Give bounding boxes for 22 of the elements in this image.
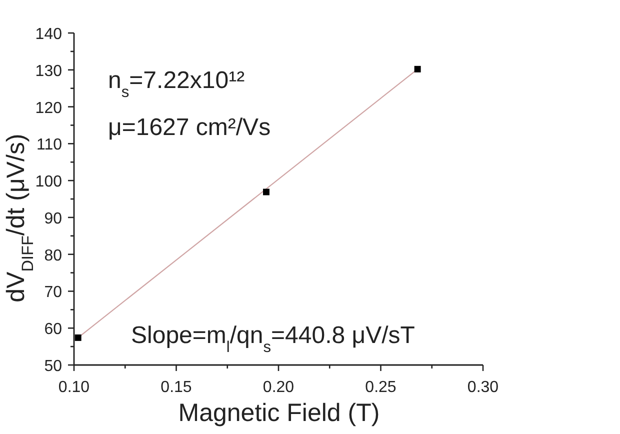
x-tick-label: 0.10 [58,379,90,396]
annotation: μ=1627 cm²/Vs [108,114,271,141]
x-tick-label: 0.25 [365,379,396,396]
annotation: Slope=m$_{l}$/qn$_{s}$=440.8 μV/sT [131,322,416,356]
point [262,188,270,196]
annotation: n$_{s}$=7.22x10¹² [108,67,245,100]
y-tick-label: 50 [44,358,62,375]
point [74,334,82,341]
y-tick-label: 140 [35,26,62,43]
x-tick-label: 0.15 [160,379,192,396]
y-tick-label: 120 [35,100,62,117]
y-tick-label: 70 [44,284,62,302]
x-tick-label: 0.30 [467,379,499,396]
x-tick-label: 0.20 [262,379,294,396]
y-tick-label: 60 [44,321,62,338]
y-tick-label: 100 [35,174,62,191]
x-axis-title: Magnetic Field (T) [178,399,380,427]
y-tick-label: 130 [35,62,62,80]
y-tick-label: 80 [44,247,62,264]
point [414,66,421,72]
y-tick-label: 110 [36,136,62,154]
y-tick-label: 90 [44,210,62,228]
